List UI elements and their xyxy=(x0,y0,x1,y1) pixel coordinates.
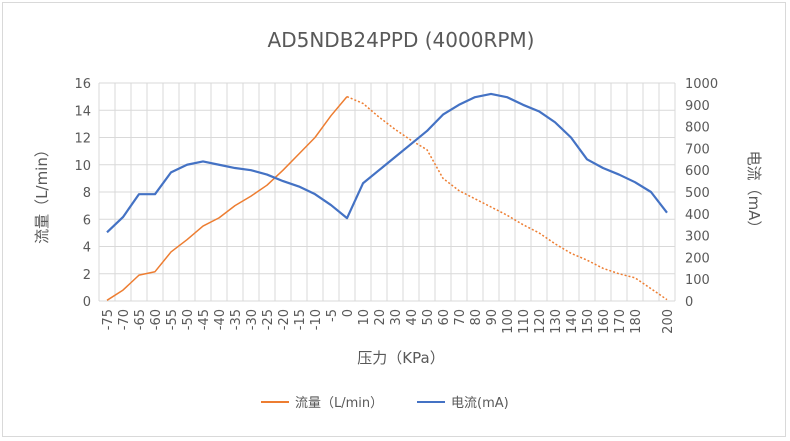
y-tick-label: 4 xyxy=(83,241,91,256)
series-0-line-dotted xyxy=(346,95,668,301)
legend-label-0: 流量（L/min） xyxy=(295,396,383,411)
y2-tick-label: 500 xyxy=(685,186,710,201)
x-tick-label: -45 xyxy=(197,309,212,330)
x-tick-label: 80 xyxy=(469,309,484,326)
series-group xyxy=(106,92,668,301)
x-tick-label: 20 xyxy=(373,309,388,326)
x-tick-label: -5 xyxy=(325,309,340,322)
x-tick-label: 40 xyxy=(405,309,420,326)
x-tick-label: -60 xyxy=(149,309,164,330)
y-tick-label: 14 xyxy=(74,104,91,119)
x-tick-label: 150 xyxy=(581,309,596,334)
x-tick-label: 180 xyxy=(629,309,644,334)
x-tick-label: 120 xyxy=(533,309,548,334)
x-tick-label: -40 xyxy=(213,309,228,330)
y2-tick-label: 600 xyxy=(685,164,710,179)
y-axis-title: 流量（L/min） xyxy=(33,142,51,244)
x-tick-label: 200 xyxy=(661,309,676,334)
y-tick-label: 6 xyxy=(83,213,91,228)
x-tick-label: -15 xyxy=(293,309,308,330)
chart-frame: AD5NDB24PPD (4000RPM) 0 2 4 6 8 10 12 14 16 0 100… xyxy=(2,2,786,437)
y-tick-label: 12 xyxy=(74,132,91,147)
y2-tick-label: 900 xyxy=(685,99,710,114)
x-tick-label: -10 xyxy=(309,309,324,330)
x-tick-label: 70 xyxy=(453,309,468,326)
x-tick-label: -75 xyxy=(101,309,116,330)
x-tick-label: -55 xyxy=(165,309,180,330)
legend: 流量（L/min） 电流(mA) xyxy=(261,396,509,411)
x-tick-label: 140 xyxy=(565,309,580,334)
y-tick-label: 10 xyxy=(74,159,91,174)
y-tick-label: 8 xyxy=(83,186,91,201)
y2-tick-label: 300 xyxy=(685,230,710,245)
x-tick-label: -70 xyxy=(117,309,132,330)
x-tick-label: 90 xyxy=(485,309,500,326)
x-tick-label: -25 xyxy=(261,309,276,330)
y2-axis-ticks: 0 100 200 300 400 500 600 700 800 900 1000 xyxy=(685,77,718,310)
x-tick-label: -65 xyxy=(133,309,148,330)
grid xyxy=(98,82,676,302)
y2-tick-label: 200 xyxy=(685,251,710,266)
y2-tick-label: 0 xyxy=(685,295,693,310)
x-tick-label: 160 xyxy=(597,309,612,334)
series-0-line-solid xyxy=(106,96,348,301)
x-tick-label: 0 xyxy=(341,309,356,317)
x-tick-label: -30 xyxy=(245,309,260,330)
x-tick-label: -50 xyxy=(181,309,196,330)
y2-tick-label: 1000 xyxy=(685,77,718,92)
y-axis-ticks: 0 2 4 6 8 10 12 14 16 xyxy=(74,77,91,310)
x-tick-label: 50 xyxy=(421,309,436,326)
x-axis-title: 压力（KPa） xyxy=(357,349,444,367)
x-tick-label: 60 xyxy=(437,309,452,326)
y2-tick-label: 400 xyxy=(685,208,710,223)
x-tick-label: -35 xyxy=(229,309,244,330)
legend-label-1: 电流(mA) xyxy=(451,396,509,411)
series-1-line xyxy=(106,92,668,234)
y-tick-label: 16 xyxy=(74,77,91,92)
x-tick-label: 30 xyxy=(389,309,404,326)
x-tick-label: 100 xyxy=(501,309,516,334)
y-tick-label: 2 xyxy=(83,268,91,283)
y2-tick-label: 800 xyxy=(685,121,710,136)
x-tick-label: 10 xyxy=(357,309,372,326)
x-axis-ticks: -75 -70 -65 -60 -55 -50 -45 -40 -35 -30 -25 -20 -15-… xyxy=(101,309,676,334)
y2-tick-label: 100 xyxy=(685,273,710,288)
y-tick-label: 0 xyxy=(83,295,91,310)
x-tick-label: 130 xyxy=(549,309,564,334)
x-tick-label: 170 xyxy=(613,309,628,334)
chart-title: AD5NDB24PPD (4000RPM) xyxy=(268,28,535,52)
x-tick-label: 110 xyxy=(517,309,532,334)
x-tick-label: -20 xyxy=(277,309,292,330)
y2-tick-label: 700 xyxy=(685,142,710,157)
y2-axis-title: 电流（mA） xyxy=(745,151,763,236)
